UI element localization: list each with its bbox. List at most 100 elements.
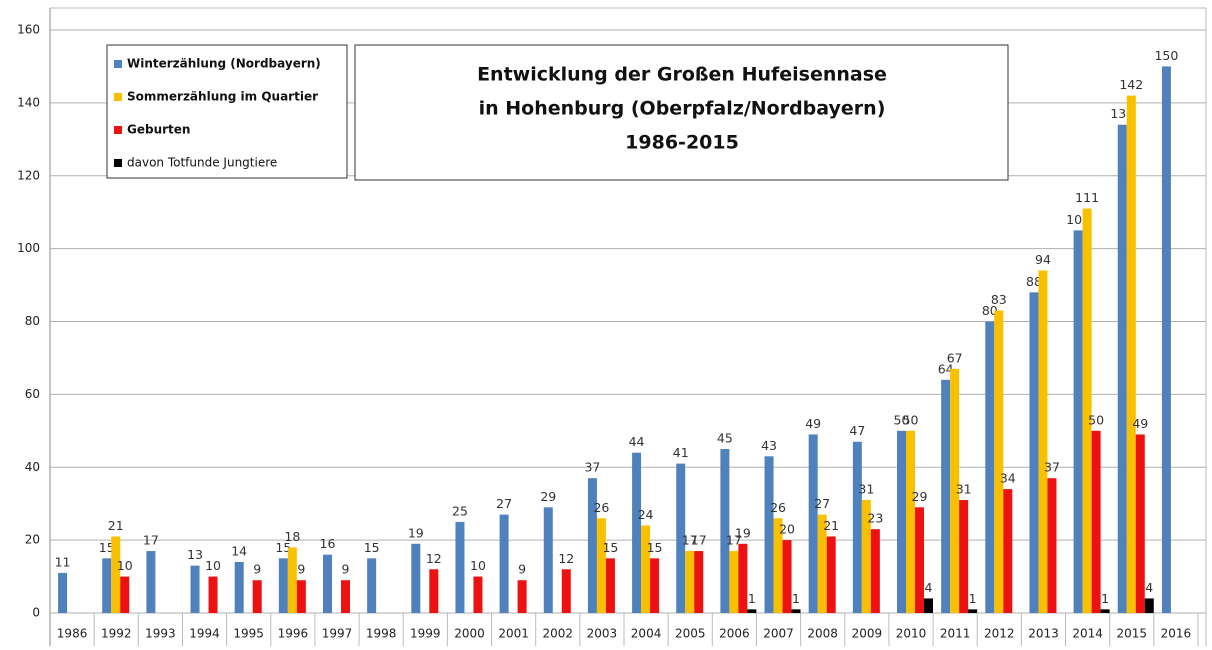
data-label: 31 xyxy=(858,482,874,497)
data-label: 15 xyxy=(647,540,663,555)
data-label: 17 xyxy=(682,533,698,548)
data-label: 49 xyxy=(805,416,821,431)
x-tick-label: 2016 xyxy=(1161,627,1192,641)
y-tick-label: 140 xyxy=(17,95,40,109)
bar xyxy=(694,551,704,613)
legend-swatch xyxy=(114,159,122,167)
legend xyxy=(106,44,348,179)
bar xyxy=(791,609,801,613)
y-tick-label: 100 xyxy=(17,241,40,255)
x-tick-label: 2000 xyxy=(454,627,485,641)
data-label: 50 xyxy=(894,412,910,427)
bar xyxy=(1047,478,1057,613)
x-tick-label: 2014 xyxy=(1072,627,1103,641)
y-tick-label: 160 xyxy=(17,23,40,37)
data-label: 1 xyxy=(969,591,977,606)
data-label: 9 xyxy=(297,562,305,577)
x-tick-label: 2010 xyxy=(896,627,927,641)
bar xyxy=(720,449,730,613)
bar xyxy=(146,551,156,613)
data-label: 4 xyxy=(1145,580,1153,595)
bar xyxy=(685,551,695,613)
legend-swatch xyxy=(114,126,122,134)
data-label: 15 xyxy=(275,540,291,555)
title-box xyxy=(354,44,1009,181)
legend-label: Geburten xyxy=(127,123,190,137)
bar xyxy=(782,540,792,613)
bar xyxy=(341,580,350,613)
data-label: 16 xyxy=(320,536,336,551)
data-label: 9 xyxy=(518,562,526,577)
bar xyxy=(808,434,818,613)
bar xyxy=(915,507,924,613)
bar xyxy=(870,529,880,613)
bar xyxy=(1073,230,1083,613)
x-tick-label: 2001 xyxy=(498,627,529,641)
bar xyxy=(676,463,686,613)
bar xyxy=(252,580,262,613)
bar xyxy=(561,569,571,613)
data-label: 47 xyxy=(849,423,865,438)
bar xyxy=(323,554,332,613)
x-tick-label: 2011 xyxy=(940,627,971,641)
bar xyxy=(906,430,915,613)
bar xyxy=(208,576,218,613)
bar xyxy=(1135,434,1145,613)
bar xyxy=(773,518,783,613)
data-label: 12 xyxy=(558,551,574,566)
data-label: 1 xyxy=(748,591,756,606)
x-tick-label: 1992 xyxy=(101,627,132,641)
legend-swatch xyxy=(114,93,122,101)
data-label: 24 xyxy=(638,507,654,522)
bar xyxy=(296,580,306,613)
bar xyxy=(950,368,960,613)
data-label: 9 xyxy=(253,562,261,577)
data-label: 43 xyxy=(761,438,777,453)
bar xyxy=(367,558,377,613)
data-label: 88 xyxy=(1026,274,1042,289)
data-label: 41 xyxy=(673,445,689,460)
data-label: 19 xyxy=(735,525,751,540)
data-label: 1 xyxy=(1101,591,1109,606)
data-label: 10 xyxy=(117,558,133,573)
legend-label: davon Totfunde Jungtiere xyxy=(127,156,277,170)
bar xyxy=(650,558,660,613)
x-tick-label: 2007 xyxy=(763,627,794,641)
data-label: 50 xyxy=(903,412,919,427)
data-label: 10 xyxy=(470,558,486,573)
bar xyxy=(411,543,421,613)
y-tick-label: 40 xyxy=(25,460,40,474)
data-label: 17 xyxy=(726,533,742,548)
data-label: 19 xyxy=(408,525,424,540)
bars: 1115211017131014915189169151912251027929… xyxy=(55,48,1178,614)
legend-label: Sommerzählung im Quartier xyxy=(127,90,318,104)
data-label: 10 xyxy=(205,558,221,573)
data-label: 150 xyxy=(1154,48,1178,63)
legend-label: Winterzählung (Nordbayern) xyxy=(127,57,321,71)
bar xyxy=(985,321,995,613)
data-label: 25 xyxy=(452,503,468,518)
bar xyxy=(1029,292,1039,613)
bar xyxy=(605,558,615,613)
data-label: 1 xyxy=(792,591,800,606)
x-tick-label: 2005 xyxy=(675,627,706,641)
bar xyxy=(941,379,951,613)
bar xyxy=(287,547,297,613)
data-label: 23 xyxy=(867,511,883,526)
x-tick-label: 2013 xyxy=(1028,627,1059,641)
data-label: 20 xyxy=(779,522,795,537)
data-label: 21 xyxy=(823,518,839,533)
data-label: 142 xyxy=(1119,77,1143,92)
data-label: 18 xyxy=(284,529,300,544)
bar xyxy=(641,525,651,613)
data-label: 29 xyxy=(912,489,928,504)
bar xyxy=(473,576,483,613)
x-tick-label: 2006 xyxy=(719,627,750,641)
bar xyxy=(111,536,121,613)
bar xyxy=(738,543,748,613)
data-label: 21 xyxy=(108,518,124,533)
bar xyxy=(764,456,774,613)
bar xyxy=(102,558,112,613)
x-tick-label: 1994 xyxy=(189,627,220,641)
